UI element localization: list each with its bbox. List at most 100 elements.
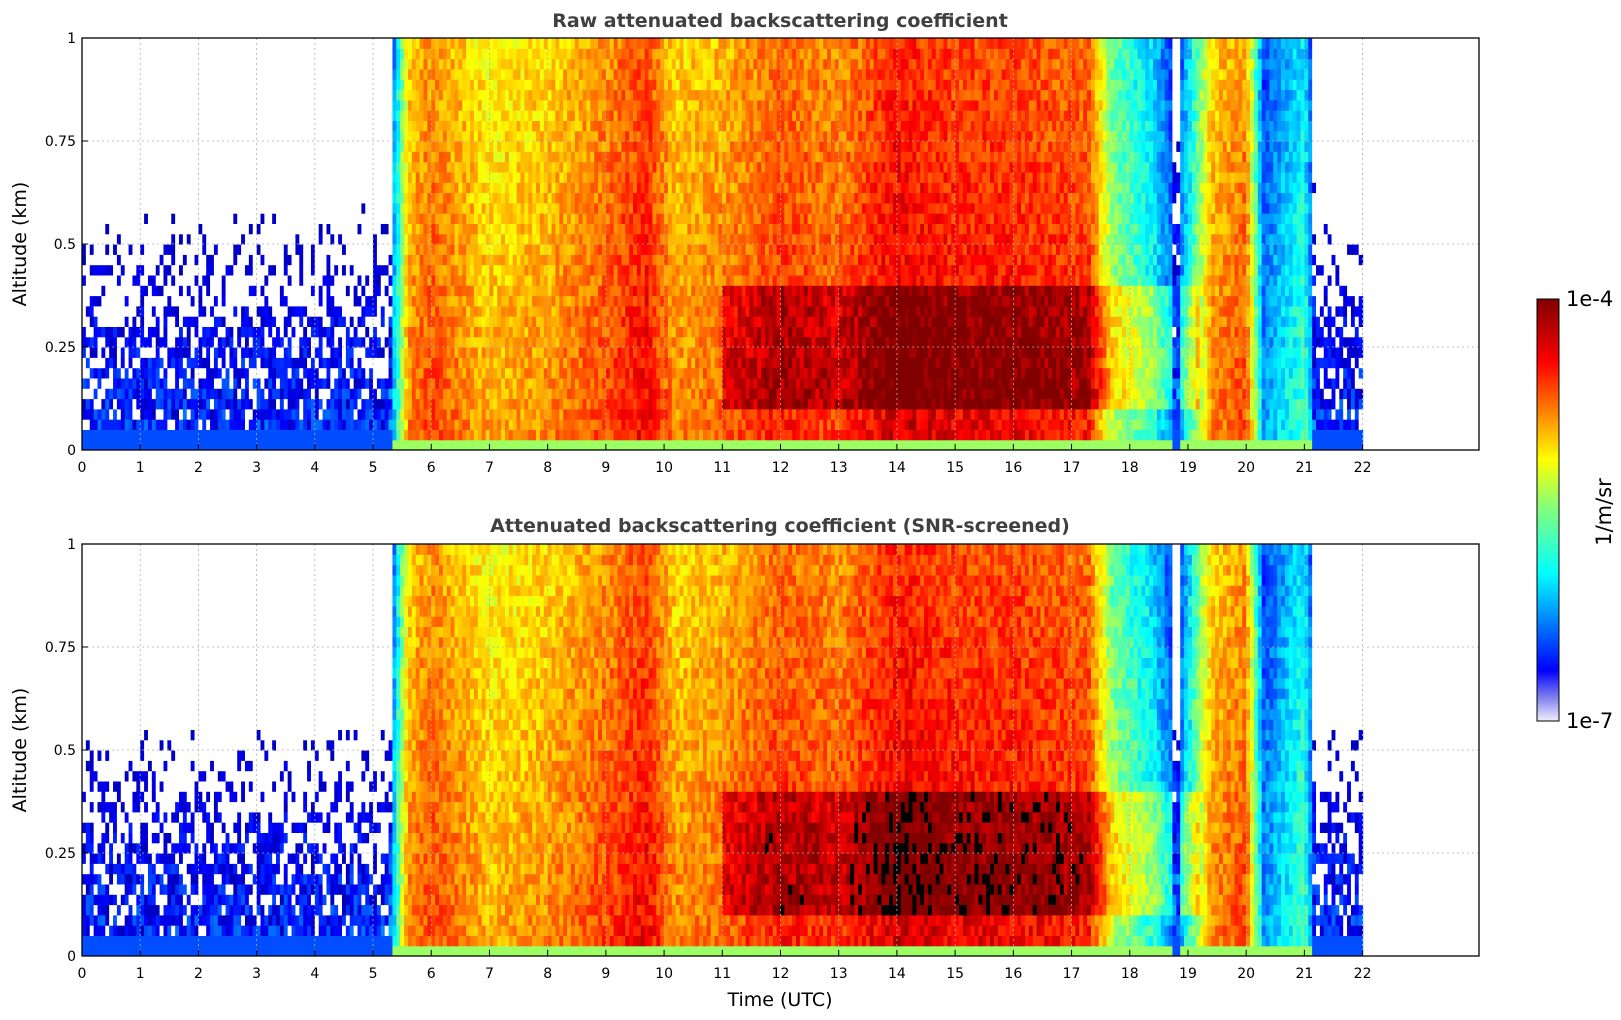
heatmap-cell (431, 398, 436, 410)
heatmap-cell (349, 388, 355, 400)
heatmap-cell (89, 357, 95, 369)
heatmap-cell (365, 182, 370, 194)
heatmap-cell (504, 202, 510, 214)
heatmap-cell (524, 295, 529, 307)
heatmap-cell (171, 388, 176, 400)
heatmap-cell (310, 182, 316, 194)
heatmap-cell (489, 377, 494, 389)
heatmap-cell (462, 326, 467, 338)
heatmap-cell (233, 439, 238, 450)
heatmap-cell (353, 38, 359, 49)
heatmap-cell (497, 192, 502, 204)
heatmap-cell (159, 357, 165, 369)
heatmap-cell (524, 254, 529, 266)
heatmap-cell (551, 388, 557, 400)
heatmap-cell (151, 223, 157, 235)
heatmap-cell (291, 326, 297, 338)
heatmap-cell (559, 171, 564, 183)
heatmap-cell (85, 439, 91, 450)
heatmap-cell (345, 68, 351, 80)
heatmap-cell (411, 223, 417, 235)
heatmap-cell (210, 285, 215, 297)
heatmap-cell (508, 233, 514, 245)
heatmap-cell (524, 58, 529, 70)
heatmap-cell (272, 58, 277, 70)
heatmap-cell (179, 48, 184, 60)
heatmap-cell (179, 110, 184, 121)
heatmap-cell (501, 419, 506, 430)
heatmap-cell (365, 388, 370, 400)
heatmap-cell (466, 233, 471, 245)
heatmap-cell (524, 151, 529, 163)
heatmap-cell (186, 347, 192, 358)
heatmap-cell (272, 367, 277, 379)
heatmap-cell (458, 182, 463, 194)
heatmap-cell (124, 130, 130, 142)
heatmap-cell (206, 305, 211, 317)
heatmap-cell (450, 48, 456, 60)
heatmap-cell (93, 264, 99, 276)
heatmap-cell (466, 89, 471, 101)
heatmap-cell (342, 89, 347, 101)
heatmap-cell (252, 99, 258, 111)
heatmap-cell (151, 213, 157, 224)
heatmap-cell (392, 388, 397, 400)
heatmap-cell (361, 130, 366, 142)
heatmap-cell (229, 398, 234, 410)
heatmap-cell (151, 161, 157, 173)
heatmap-cell (287, 213, 293, 224)
heatmap-cell (167, 182, 172, 194)
heatmap-cell (213, 398, 219, 410)
heatmap-cell (392, 99, 397, 111)
heatmap-cell (439, 171, 444, 183)
heatmap-cell (248, 419, 254, 430)
heatmap-cell (353, 357, 359, 369)
heatmap-cell (551, 48, 557, 60)
heatmap-cell (419, 388, 425, 400)
heatmap-cell (435, 388, 440, 400)
heatmap-cell (276, 89, 281, 101)
heatmap-cell (256, 377, 262, 389)
heatmap-cell (353, 326, 359, 338)
heatmap-cell (563, 161, 568, 173)
heatmap-cell (225, 254, 231, 266)
heatmap-cell (407, 182, 413, 194)
heatmap-cell (128, 120, 134, 132)
heatmap-cell (411, 336, 417, 348)
heatmap-cell (229, 347, 234, 358)
heatmap-cell (419, 141, 425, 152)
heatmap-cell (198, 141, 203, 152)
heatmap-cell (175, 408, 180, 420)
heatmap-cell (349, 192, 355, 204)
heatmap-cell (485, 68, 491, 80)
heatmap-cell (497, 388, 502, 400)
heatmap-cell (252, 58, 258, 70)
heatmap-cell (555, 429, 560, 441)
heatmap-cell (334, 408, 339, 420)
heatmap-cell (361, 285, 366, 297)
heatmap-cell (446, 130, 452, 142)
heatmap-cell (101, 99, 106, 111)
heatmap-cell (470, 336, 475, 348)
heatmap-cell (532, 48, 537, 60)
heatmap-cell (353, 388, 359, 400)
heatmap-cell (225, 120, 231, 132)
heatmap-cell (481, 202, 487, 214)
heatmap-cell (407, 233, 413, 245)
heatmap-cell (105, 326, 110, 338)
heatmap-cell (144, 192, 149, 204)
heatmap-cell (504, 233, 510, 245)
heatmap-cell (423, 141, 428, 152)
heatmap-cell (190, 419, 196, 430)
heatmap-cell (151, 429, 157, 441)
heatmap-cell (132, 223, 137, 235)
heatmap-cell (345, 182, 351, 194)
heatmap-cell (532, 429, 537, 441)
heatmap-cell (140, 171, 145, 183)
heatmap-cell (361, 89, 366, 101)
heatmap-cell (458, 377, 463, 389)
heatmap-cell (260, 213, 265, 224)
heatmap-cell (473, 161, 479, 173)
heatmap-cell (147, 202, 153, 214)
heatmap-cell (233, 223, 238, 235)
